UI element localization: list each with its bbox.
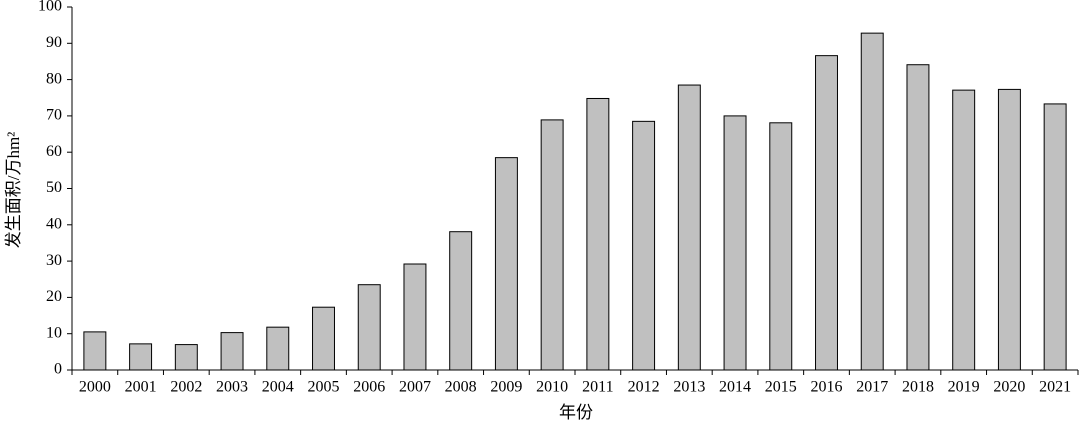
bar <box>952 89 976 371</box>
y-tick-label: 80 <box>46 70 62 87</box>
x-tick-label: 2007 <box>399 379 431 396</box>
x-tick-label: 2006 <box>353 379 385 396</box>
x-tick-label: 2020 <box>993 379 1025 396</box>
bar <box>312 306 335 371</box>
x-tick-label: 2015 <box>765 379 797 396</box>
x-tick-label: 2001 <box>125 379 157 396</box>
x-tick-label: 2002 <box>170 379 202 396</box>
x-tick-label: 2010 <box>536 379 568 396</box>
x-tick-label: 2014 <box>719 379 751 396</box>
bar <box>586 97 610 371</box>
bar <box>220 332 244 371</box>
bar <box>906 64 930 371</box>
bar <box>860 32 884 371</box>
bar <box>357 284 381 371</box>
x-tick-label: 2021 <box>1039 379 1071 396</box>
y-tick-label: 10 <box>46 324 62 341</box>
x-tick-label: 2019 <box>948 379 980 396</box>
x-tick-label: 2012 <box>628 379 660 396</box>
y-tick-label: 30 <box>46 252 62 269</box>
x-tick-label: 2011 <box>582 379 613 396</box>
bar <box>815 55 838 371</box>
y-tick-label: 0 <box>54 361 62 378</box>
x-axis-title: 年份 <box>559 403 593 422</box>
x-tick-label: 2013 <box>673 379 705 396</box>
bar <box>129 343 153 371</box>
bar <box>83 331 107 371</box>
bar <box>174 344 198 371</box>
x-tick-label: 2016 <box>811 379 843 396</box>
y-tick-label: 50 <box>46 179 62 196</box>
bar <box>769 122 793 371</box>
x-tick-label: 2009 <box>490 379 522 396</box>
x-tick-label: 2000 <box>79 379 111 396</box>
bar <box>540 119 564 371</box>
bar <box>1043 103 1067 371</box>
x-tick-label: 2004 <box>262 379 294 396</box>
x-tick-label: 2003 <box>216 379 248 396</box>
bar <box>403 263 427 371</box>
y-tick-label: 40 <box>46 215 62 232</box>
y-axis-title: 发生面积/万hm² <box>4 132 23 249</box>
bar <box>677 84 701 371</box>
bar <box>266 326 290 371</box>
x-tick-label: 2005 <box>308 379 340 396</box>
y-tick-label: 60 <box>46 143 62 160</box>
x-tick-label: 2008 <box>445 379 477 396</box>
bar <box>494 157 518 371</box>
x-tick-label: 2017 <box>856 379 888 396</box>
bar <box>997 88 1021 371</box>
y-tick-label: 90 <box>46 34 62 51</box>
y-tick-label: 20 <box>46 288 62 305</box>
bar <box>449 231 473 371</box>
y-tick-label: 100 <box>38 0 62 15</box>
bar <box>632 120 656 371</box>
bar <box>723 115 747 371</box>
y-tick-label: 70 <box>46 107 62 124</box>
x-tick-label: 2018 <box>902 379 934 396</box>
